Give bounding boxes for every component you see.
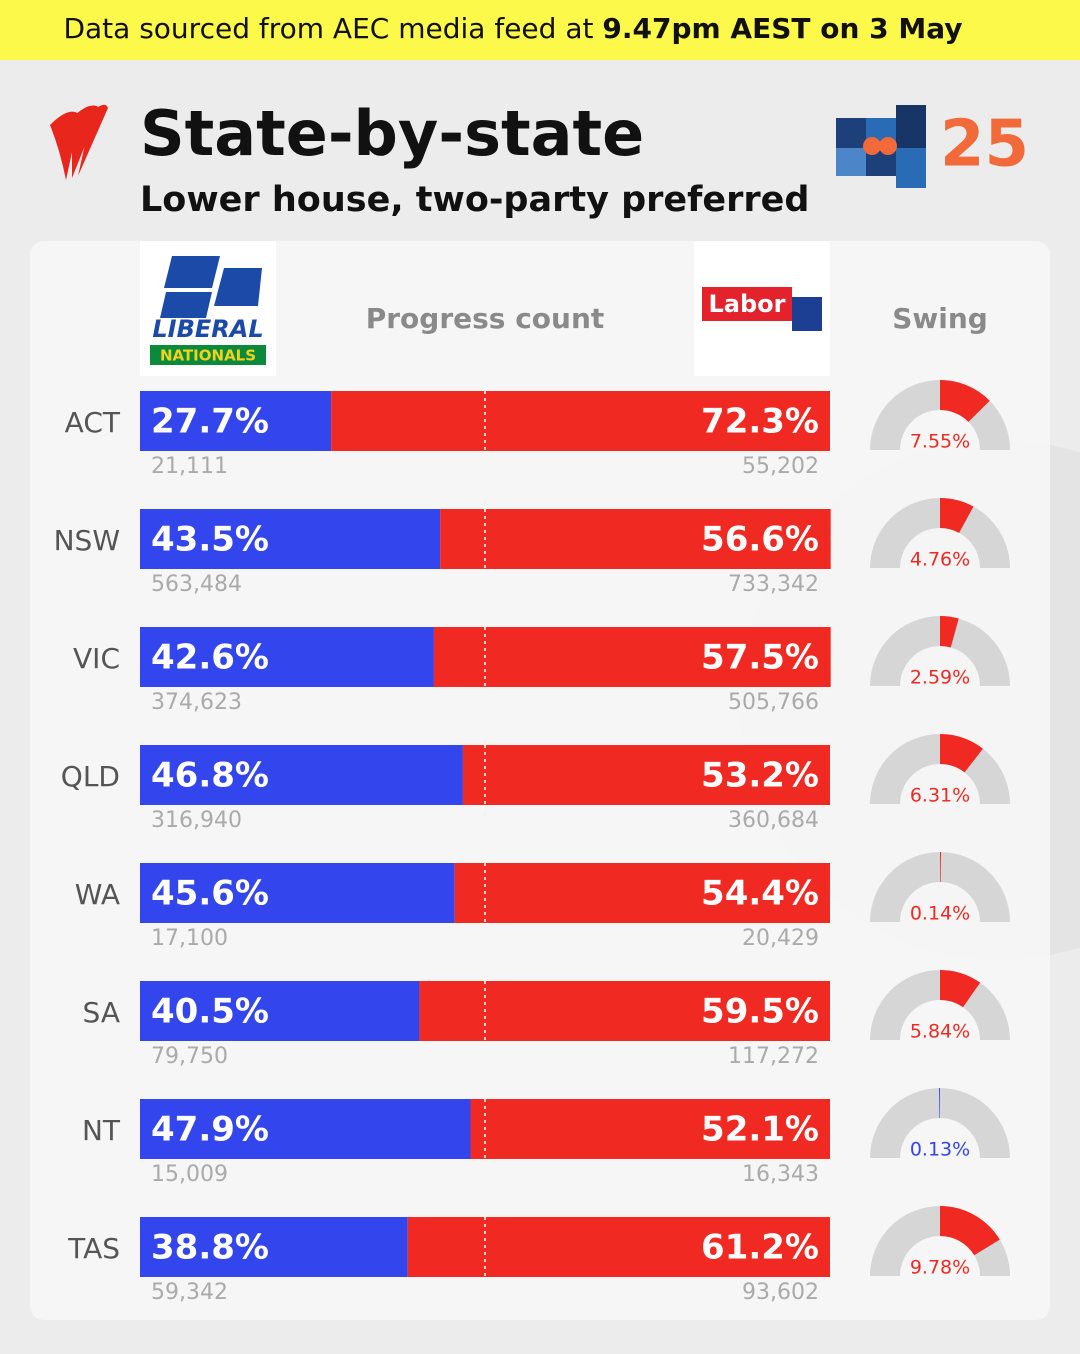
bar: [462, 745, 830, 805]
vote-label: 374,623: [151, 690, 242, 715]
swing-label: 5.84%: [910, 1021, 970, 1043]
vote-label: 17,100: [151, 926, 228, 951]
value-label: 52.1%: [701, 1110, 819, 1150]
swing-arc: [940, 498, 974, 533]
value-label: 53.2%: [701, 756, 819, 796]
swing-label: 0.13%: [910, 1139, 970, 1161]
labor-logo-text: Labor: [709, 290, 786, 318]
swing-arc: [940, 616, 959, 648]
vote-label: 117,272: [728, 1044, 819, 1069]
vote-label: 505,766: [728, 690, 819, 715]
value-label: 43.5%: [151, 520, 269, 560]
swing-arc: [940, 852, 942, 883]
value-label: 27.7%: [151, 402, 269, 442]
labor-logo-mark: [702, 287, 792, 321]
category-label: TAS: [67, 1232, 120, 1265]
swing-arc: [940, 970, 981, 1008]
vote-label: 563,484: [151, 572, 242, 597]
liberal-logo-mark: [160, 256, 262, 318]
value-label: 45.6%: [151, 874, 269, 914]
value-label: 56.6%: [701, 520, 819, 560]
swing-arc: [940, 380, 990, 422]
value-label: 54.4%: [701, 874, 819, 914]
bar: [140, 863, 455, 923]
gauge-track: [870, 498, 1010, 568]
column-header: Progress count: [366, 302, 605, 335]
bar: [140, 391, 332, 451]
nationals-logo-text: NATIONALS: [160, 347, 256, 365]
category-label: VIC: [73, 642, 120, 675]
category-label: SA: [83, 996, 120, 1029]
vote-label: 20,429: [742, 926, 819, 951]
swing-arc: [940, 734, 983, 773]
value-label: 72.3%: [701, 402, 819, 442]
category-label: WA: [75, 878, 120, 911]
gauge-track: [870, 616, 1010, 686]
vote-label: 59,342: [151, 1280, 228, 1305]
vote-label: 16,343: [742, 1162, 819, 1187]
vote-label: 79,750: [151, 1044, 228, 1069]
bar: [140, 981, 420, 1041]
labor-logo-flag: [792, 297, 822, 331]
swing-label: 0.14%: [910, 903, 970, 925]
bar: [140, 509, 441, 569]
nationals-logo-box: [150, 345, 266, 365]
bar: [470, 1099, 830, 1159]
category-label: QLD: [61, 760, 120, 793]
value-label: 38.8%: [151, 1228, 269, 1268]
vote-label: 21,111: [151, 454, 228, 479]
swing-label: 2.59%: [910, 667, 970, 689]
gauge-track: [870, 852, 1010, 922]
value-label: 61.2%: [701, 1228, 819, 1268]
value-label: 59.5%: [701, 992, 819, 1032]
event-logo: 25: [836, 105, 1029, 188]
vote-label: 733,342: [728, 572, 819, 597]
vote-label: 360,684: [728, 808, 819, 833]
bar: [454, 863, 830, 923]
bar: [419, 981, 830, 1041]
chart-subtitle: Lower house, two-party preferred: [140, 180, 809, 220]
bar: [140, 1099, 471, 1159]
value-label: 40.5%: [151, 992, 269, 1032]
banner: [0, 0, 1080, 60]
vote-label: 55,202: [742, 454, 819, 479]
column-header: Swing: [892, 302, 988, 335]
value-label: 46.8%: [151, 756, 269, 796]
event-logo-text: 25: [940, 108, 1029, 182]
swing-arc: [940, 1206, 1000, 1256]
swing-label: 6.31%: [910, 785, 970, 807]
category-label: ACT: [65, 406, 121, 439]
vote-label: 316,940: [151, 808, 242, 833]
gauge-track: [870, 1088, 1010, 1158]
bar: [440, 509, 831, 569]
liberal-logo-text: LIBERAL: [152, 315, 263, 343]
value-label: 47.9%: [151, 1110, 269, 1150]
banner-time: 9.47pm AEST on 3 May: [602, 12, 962, 45]
bar: [140, 627, 434, 687]
vote-label: 15,009: [151, 1162, 228, 1187]
sbs-logo: [50, 104, 108, 180]
swing-label: 9.78%: [910, 1257, 970, 1279]
value-label: 42.6%: [151, 638, 269, 678]
bar: [140, 745, 463, 805]
chart-title: State-by-state: [140, 97, 644, 170]
value-label: 57.5%: [701, 638, 819, 678]
banner-text: Data sourced from AEC media feed at 9.47…: [63, 12, 962, 45]
bar: [433, 627, 831, 687]
bar: [331, 391, 830, 451]
category-label: NSW: [54, 524, 120, 557]
vote-label: 93,602: [742, 1280, 819, 1305]
bar: [140, 1217, 408, 1277]
category-label: NT: [82, 1114, 121, 1147]
banner-source: Data sourced from AEC media feed at: [63, 12, 602, 45]
swing-label: 4.76%: [910, 549, 970, 571]
swing-label: 7.55%: [910, 431, 970, 453]
bar: [407, 1217, 830, 1277]
swing-arc: [939, 1088, 940, 1119]
